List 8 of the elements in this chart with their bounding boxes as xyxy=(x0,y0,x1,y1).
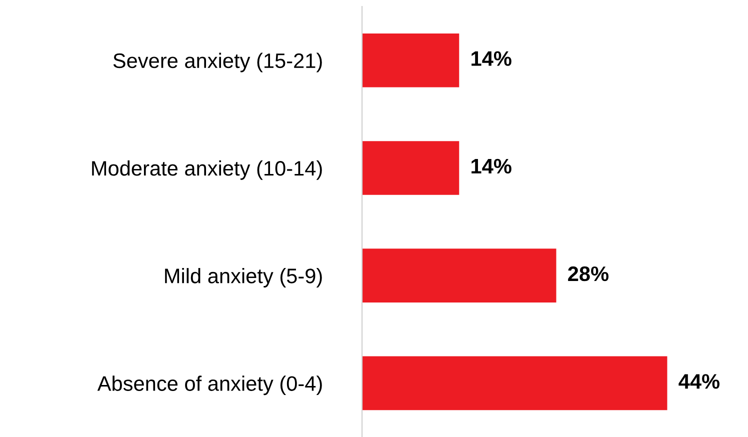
data-label: 44% xyxy=(678,374,720,389)
y-tick-label: Mild anxiety (5-9) xyxy=(165,268,322,288)
data-label: 14% xyxy=(472,158,512,174)
y-tick-label: Moderate anxiety (10-14) xyxy=(92,160,322,180)
data-label: 28% xyxy=(568,266,608,282)
data-label: 14% xyxy=(472,51,512,66)
y-tick-label: Absence of anxiety (0-4) xyxy=(97,376,322,396)
y-tick-label: Severe anxiety (15-21) xyxy=(113,52,322,72)
